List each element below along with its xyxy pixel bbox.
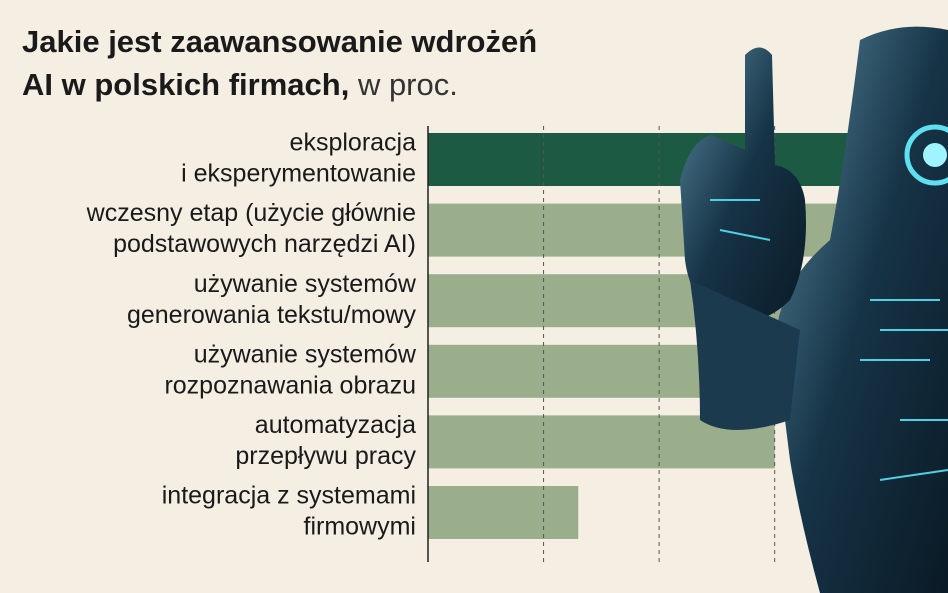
chart-title: AI w polskich firmach,: [22, 67, 349, 102]
category-label: podstawowych narzędzi AI): [113, 230, 416, 258]
bar: [428, 486, 579, 539]
category-label: automatyzacja: [255, 411, 416, 439]
robot-body: [775, 26, 948, 593]
category-label: generowania tekstu/mowy: [127, 301, 417, 329]
chart-subtitle: w proc.: [357, 67, 458, 102]
category-label: integracja z systemami: [162, 482, 416, 510]
robot-illustration: [680, 26, 948, 593]
category-label: wczesny etap (użycie głównie: [86, 199, 416, 227]
category-label: eksploracja: [290, 129, 417, 157]
category-label: przepływu pracy: [235, 442, 416, 470]
robot-circuits: [710, 199, 948, 481]
category-label: używanie systemów: [194, 270, 417, 298]
robot-hand: [680, 47, 806, 323]
category-label: firmowymi: [304, 513, 417, 541]
robot-eye-core: [923, 143, 947, 167]
chart-title: Jakie jest zaawansowanie wdrożeń: [22, 24, 537, 59]
category-label: używanie systemów: [194, 340, 417, 368]
chart-title-line: AI w polskich firmach, w proc.: [22, 67, 458, 102]
robot-arm: [690, 280, 800, 430]
category-label: rozpoznawania obrazu: [164, 371, 416, 399]
robot-eye: [904, 124, 948, 186]
category-label: i eksperymentowanie: [181, 160, 416, 188]
